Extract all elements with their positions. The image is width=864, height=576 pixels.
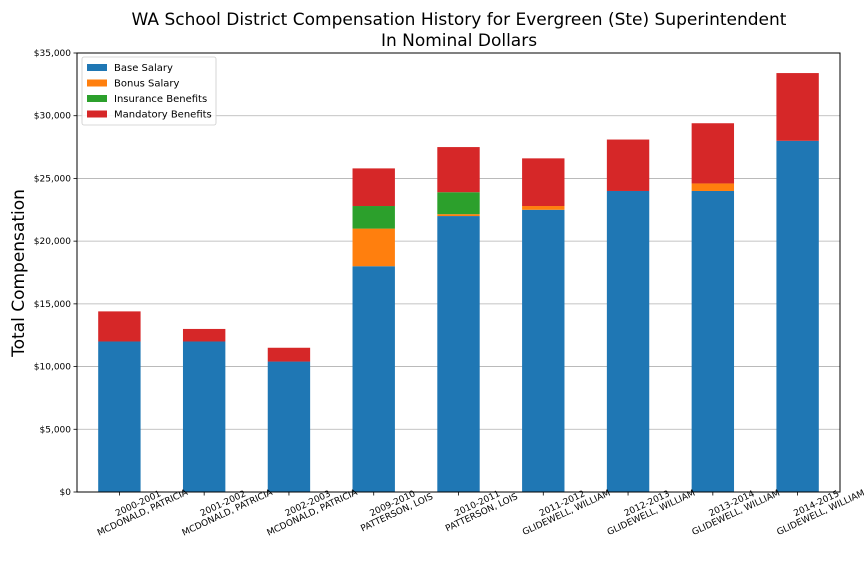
legend-swatch [87,95,107,102]
y-tick-label: $35,000 [34,49,71,59]
bar-mandatory-benefits [267,347,311,362]
legend-label: Base Salary [114,63,173,74]
y-ticks: $0 $5,000 $10,000 $15,000 $20,000 $25,000 $30,… [34,49,77,498]
legend: Base Salary Bonus Salary Insurance Benefit… [81,56,217,126]
bar-base-salary [267,361,311,492]
bar-mandatory-benefits [776,73,819,141]
bar-base-salary [691,190,735,492]
legend-box [81,56,217,126]
y-tick-label: $25,000 [34,174,71,184]
bar-mandatory-benefits [691,123,735,184]
bar-mandatory-benefits [606,139,650,191]
bar-base-salary [98,341,141,492]
y-tick-label: $10,000 [34,363,71,373]
bars-group [98,73,819,493]
bar-bonus-salary [691,183,735,191]
legend-swatch [87,64,107,71]
bar-mandatory-benefits [98,311,141,342]
legend-label: Insurance Benefits [114,94,207,105]
bar-base-salary [606,190,650,492]
bar-mandatory-benefits [182,328,226,342]
bar-base-salary [437,216,480,493]
y-tick-label: $0 [60,488,72,498]
y-tick-label: $20,000 [34,237,71,247]
bar-insurance-benefits [352,206,395,229]
bar-base-salary [182,341,226,492]
bar-mandatory-benefits [352,168,395,207]
bar-bonus-salary [437,214,480,217]
bar-insurance-benefits [437,192,480,215]
bar-base-salary [522,209,565,493]
legend-swatch [87,110,107,118]
bar-base-salary [352,266,395,492]
legend-label: Bonus Salary [114,79,180,90]
y-tick-label: $15,000 [34,300,71,310]
y-axis-label: Total Compensation [9,189,29,358]
bar-mandatory-benefits [437,147,480,193]
bar-mandatory-benefits [522,158,565,207]
bar-bonus-salary [522,206,565,210]
legend-label: Mandatory Benefits [114,110,212,121]
y-tick-label: $5,000 [40,425,72,435]
chart-title-line1: WA School District Compensation History … [132,10,787,30]
bar-base-salary [776,140,819,493]
y-tick-label: $30,000 [34,112,71,122]
bar-bonus-salary [352,228,395,267]
chart-title-line2: In Nominal Dollars [381,31,537,51]
legend-swatch [87,79,107,87]
